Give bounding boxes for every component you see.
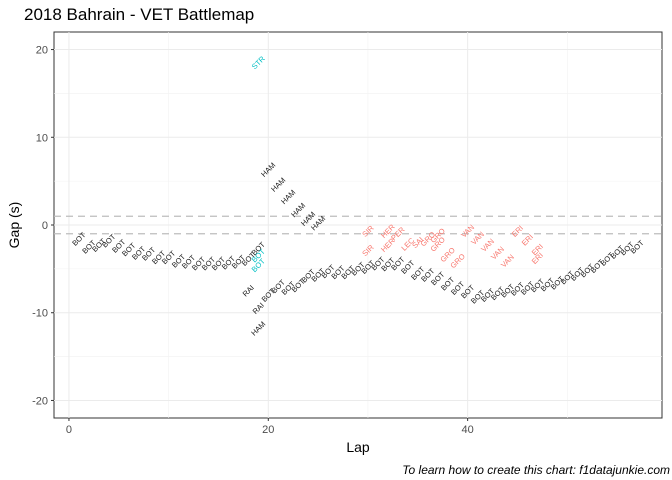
x-axis-label: Lap: [346, 439, 370, 455]
y-tick-label: 20: [36, 45, 48, 57]
grid-lines: [54, 32, 662, 418]
y-tick-label: -10: [32, 308, 48, 320]
reference-lines: [54, 215, 662, 235]
y-tick-label: -20: [32, 395, 48, 407]
chart-title: 2018 Bahrain - VET Battlemap: [24, 5, 254, 24]
x-tick-label: 20: [262, 424, 274, 436]
y-axis-label: Gap (s): [6, 202, 22, 249]
x-tick-label: 0: [66, 424, 72, 436]
x-tick-label: 40: [462, 424, 474, 436]
y-tick-label: 10: [36, 132, 48, 144]
y-tick-label: 0: [42, 220, 48, 232]
source-caption: To learn how to create this chart: f1dat…: [402, 463, 670, 477]
axes: 0 20 40 -20 -10 0 10 20: [32, 45, 474, 436]
